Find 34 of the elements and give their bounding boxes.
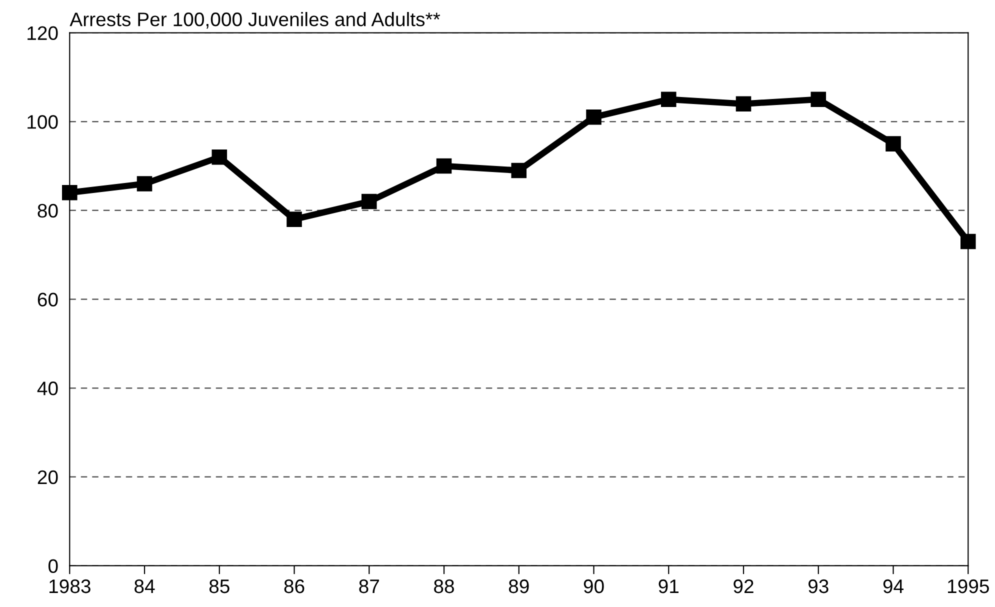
point xyxy=(286,212,302,227)
x-tick-label: 92 xyxy=(734,579,754,594)
y-tick-label: 120 xyxy=(28,26,58,40)
x-tick-label: 93 xyxy=(808,579,828,594)
y-tick-label: 60 xyxy=(38,292,58,306)
x-tick-label: 89 xyxy=(508,579,529,594)
point xyxy=(736,96,752,112)
y-tick-label: 20 xyxy=(38,470,58,484)
point xyxy=(136,176,152,192)
x-tick-label: 86 xyxy=(284,579,304,594)
y-axis-title: Arrests Per 100,000 Juveniles and Adults** xyxy=(70,12,440,29)
x-tick-label: 85 xyxy=(209,579,230,594)
x-tick-label: 94 xyxy=(883,579,904,594)
x-tick-label: 1983 xyxy=(50,579,90,594)
y-tick-label: 100 xyxy=(28,115,58,129)
x-tick-label: 84 xyxy=(134,579,155,594)
point xyxy=(212,149,228,165)
y-tick-label: 40 xyxy=(37,382,58,396)
x-tick-label: 1995 xyxy=(948,579,989,594)
point xyxy=(810,92,826,108)
x-tick-label: 88 xyxy=(434,579,454,594)
point xyxy=(436,158,452,174)
y-tick-label: 0 xyxy=(48,559,58,573)
point xyxy=(886,136,901,152)
point xyxy=(362,194,377,210)
point xyxy=(586,110,602,125)
x-tick-label: 87 xyxy=(359,579,379,594)
point xyxy=(661,92,676,108)
y-tick-label: 80 xyxy=(38,204,58,218)
point xyxy=(62,185,78,200)
x-tick-label: 91 xyxy=(658,579,679,594)
x-tick-label: 90 xyxy=(584,579,604,594)
point xyxy=(511,162,527,178)
point xyxy=(960,234,976,250)
